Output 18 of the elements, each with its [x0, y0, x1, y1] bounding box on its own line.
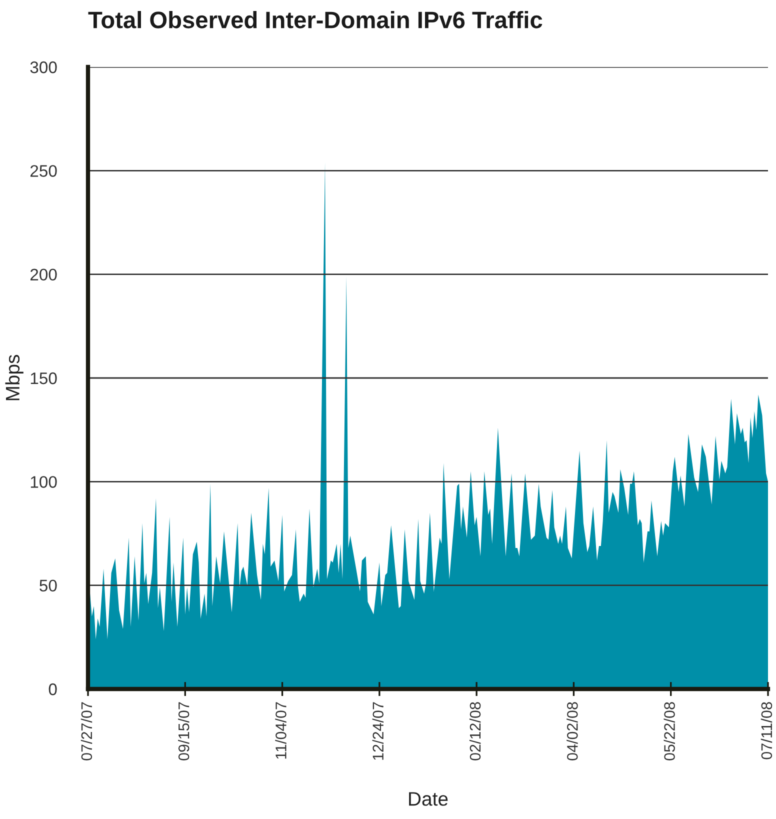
y-tick-label: 50 [40, 580, 57, 592]
x-tick-label: 05/22/08 [664, 702, 675, 760]
x-tick-label: 12/24/07 [372, 702, 384, 760]
y-tick-label: 0 [48, 683, 57, 696]
x-tick-label: 09/15/07 [178, 702, 190, 760]
y-tick-label: 200 [30, 268, 57, 281]
chart-title: Total Observed Inter-Domain IPv6 Traffic [88, 10, 542, 28]
x-tick-label: 02/12/08 [469, 702, 481, 760]
x-axis-title: Date [409, 792, 448, 806]
x-tick-label: 07/11/08 [760, 702, 772, 760]
y-axis-title: Mbps [5, 354, 24, 400]
y-tick-label: 150 [30, 372, 57, 384]
y-tick-label: 250 [30, 165, 57, 177]
x-tick-label: 11/04/07 [275, 702, 286, 759]
x-tick-label: 04/02/08 [566, 702, 578, 760]
y-tick-label: 300 [30, 61, 57, 74]
x-tick-label: 07/27/07 [80, 702, 92, 760]
y-tick-label: 100 [30, 476, 57, 488]
